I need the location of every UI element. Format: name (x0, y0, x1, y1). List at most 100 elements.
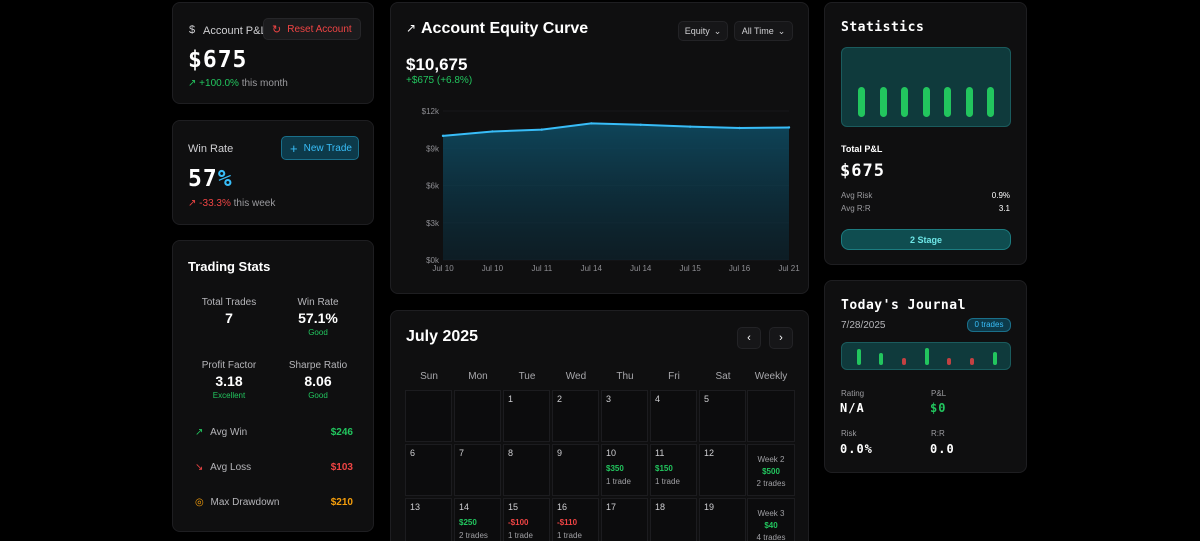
row-value: $210 (330, 497, 353, 508)
calendar-day-cell[interactable]: 16 -$110 1 trade (552, 498, 599, 541)
max-drawdown-row: ◎ Max Drawdown $210 (195, 497, 353, 508)
calendar-day-cell[interactable]: 2 (552, 390, 599, 442)
calendar-day-cell[interactable]: 8 (503, 444, 550, 496)
calendar-day-cell[interactable]: 3 (601, 390, 648, 442)
calendar-day-cell[interactable] (454, 390, 501, 442)
week-trade-count: 4 trades (756, 533, 786, 541)
trading-stats-title: Trading Stats (188, 259, 271, 274)
range-dropdown[interactable]: All Time ⌄ (734, 21, 793, 41)
reset-icon: ↻ (272, 23, 282, 36)
stage-button-label: 2 Stage (909, 234, 942, 245)
journal-pnl-value: $0 (930, 401, 947, 415)
row-label: Avg Loss (210, 462, 252, 473)
week-pnl: $40 (764, 521, 778, 530)
day-pnl: -$110 (557, 518, 578, 527)
plus-icon: + (290, 140, 298, 156)
metric-win-rate: Win Rate 57.1% Good (278, 297, 358, 337)
weekday-header: Sat (715, 371, 731, 382)
journal-title: Today's Journal (841, 298, 966, 313)
chevron-right-icon: › (779, 332, 783, 344)
trend-up-icon: ↗ (188, 78, 197, 89)
activity-bar (970, 358, 974, 365)
calendar-day-cell[interactable] (405, 390, 452, 442)
weekday-header: Thu (616, 371, 634, 382)
trading-stats-card: Trading Stats Total Trades 7 Win Rate 57… (172, 240, 374, 532)
equity-point[interactable] (688, 125, 692, 128)
equity-point[interactable] (590, 122, 593, 125)
total-pnl-label: Total P&L (841, 144, 883, 154)
progress-pill (923, 87, 930, 117)
calendar-day-cell[interactable]: 4 (650, 390, 697, 442)
chevron-left-icon: ‹ (747, 332, 751, 344)
calendar-day-cell[interactable]: 7 (454, 444, 501, 496)
day-number: 18 (655, 502, 666, 512)
statistics-card: Statistics Total P&L $675 Avg Risk 0.9% … (824, 2, 1027, 265)
equity-point[interactable] (491, 130, 494, 133)
calendar-day-cell[interactable]: 6 (405, 444, 452, 496)
activity-bar (925, 348, 929, 365)
day-pnl: $150 (655, 464, 673, 473)
calendar-day-cell[interactable]: 11 $150 1 trade (650, 444, 697, 496)
row-label: Max Drawdown (210, 497, 280, 508)
reset-account-button[interactable]: ↻ Reset Account (263, 18, 361, 40)
journal-card: Today's Journal 7/28/2025 0 trades Ratin… (824, 280, 1027, 473)
pnl-change-suffix: this month (241, 78, 288, 89)
new-trade-button[interactable]: + New Trade (281, 136, 359, 160)
calendar-day-cell[interactable]: 13 (405, 498, 452, 541)
reset-account-label: Reset Account (287, 23, 352, 35)
metric-value: 7 (225, 310, 233, 326)
day-number: 6 (410, 448, 416, 458)
metric-dropdown[interactable]: Equity ⌄ (678, 21, 728, 41)
next-month-button[interactable]: › (769, 327, 793, 349)
day-number: 2 (557, 394, 563, 404)
weekday-header: Sun (420, 371, 438, 382)
equity-point[interactable] (540, 128, 544, 131)
equity-point[interactable] (639, 123, 642, 126)
trend-down-icon: ↘ (195, 462, 204, 473)
avg-risk-value: 0.9% (991, 191, 1010, 200)
x-tick-label: Jul 14 (581, 264, 603, 273)
weekday-header: Wed (565, 371, 587, 382)
avg-win-row: ↗ Avg Win $246 (195, 427, 353, 438)
calendar-title: July 2025 (406, 328, 479, 345)
total-pnl-value: $675 (840, 161, 885, 181)
weekday-header: Tue (518, 371, 536, 382)
prev-month-button[interactable]: ‹ (737, 327, 761, 349)
journal-date: 7/28/2025 (841, 320, 886, 331)
equity-point[interactable] (441, 134, 445, 138)
metric-total-trades: Total Trades 7 (189, 297, 269, 326)
day-number: 13 (410, 502, 421, 512)
journal-activity-strip (841, 342, 1011, 370)
calendar-day-cell[interactable]: 17 (601, 498, 648, 541)
account-pnl-card: $ Account P&L ↻ Reset Account $675 ↗ +10… (172, 2, 374, 104)
x-tick-label: Jul 14 (630, 264, 652, 273)
equity-point[interactable] (787, 126, 791, 129)
weekly-summary-cell (747, 390, 795, 442)
metric-label: Profit Factor (201, 360, 257, 371)
calendar-day-cell[interactable]: 10 $350 1 trade (601, 444, 648, 496)
calendar-day-cell[interactable]: 14 $250 2 trades (454, 498, 501, 541)
pnl-change-row: ↗ +100.0% this month (188, 78, 288, 89)
y-tick-label: $12k (422, 107, 440, 116)
day-number: 8 (508, 448, 514, 458)
metric-note: Excellent (212, 391, 246, 400)
metric-value: 3.18 (215, 373, 243, 389)
calendar-day-cell[interactable]: 1 (503, 390, 550, 442)
equity-point[interactable] (738, 126, 741, 130)
metric-note: Good (308, 328, 328, 337)
calendar-day-cell[interactable]: 18 (650, 498, 697, 541)
week-label: Week 2 (757, 455, 785, 464)
risk-label: Risk (841, 429, 857, 438)
day-number: 9 (557, 448, 563, 458)
calendar-day-cell[interactable]: 5 (699, 390, 746, 442)
day-number: 7 (459, 448, 465, 458)
win-rate-change-suffix: this week (233, 198, 276, 209)
stage-button[interactable]: 2 Stage (841, 229, 1011, 250)
day-number: 3 (606, 394, 612, 404)
calendar-day-cell[interactable]: 9 (552, 444, 599, 496)
calendar-day-cell[interactable]: 19 (699, 498, 746, 541)
calendar-day-cell[interactable]: 15 -$100 1 trade (503, 498, 550, 541)
calendar-day-cell[interactable]: 12 (699, 444, 746, 496)
day-trade-count: 1 trade (557, 531, 582, 540)
day-pnl: $250 (459, 518, 477, 527)
